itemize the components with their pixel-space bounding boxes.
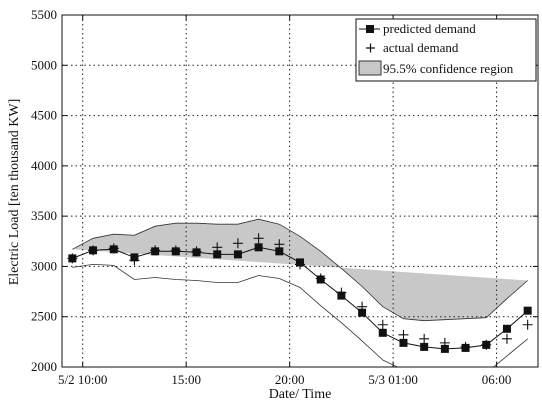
actual-series-layer: [67, 233, 533, 352]
predicted-point: [502, 324, 511, 333]
x-tick-label: 5/3 01:00: [368, 372, 417, 387]
actual-point: [439, 337, 450, 348]
actual-point: [67, 253, 78, 264]
actual-point: [336, 287, 347, 298]
actual-point: [150, 245, 161, 256]
actual-point: [88, 245, 99, 256]
x-tick-label: 20:00: [275, 372, 305, 387]
legend-actual-label: actual demand: [383, 40, 459, 55]
actual-point: [274, 239, 285, 250]
actual-point: [170, 245, 181, 256]
tick-layer: 2000 2500 3000 3500 4000 4500 5000 5500 5/2 10:0…: [31, 7, 538, 387]
actual-point: [253, 233, 264, 244]
legend-actual-marker: [366, 43, 375, 53]
y-tick-label: 5500: [31, 7, 57, 22]
actual-point: [315, 273, 326, 284]
actual-point: [212, 242, 223, 253]
predicted-point: [254, 243, 263, 252]
actual-point: [377, 319, 388, 330]
y-axis-title: Electric Load [ten thousand KW]: [7, 99, 22, 286]
legend: predicted demand actual demand 95.5% con…: [355, 18, 537, 82]
legend-predicted-marker: [366, 25, 374, 33]
predicted-point: [213, 250, 222, 259]
predicted-point: [378, 328, 387, 337]
predicted-point: [233, 250, 242, 259]
actual-point: [501, 333, 512, 344]
actual-point: [108, 243, 119, 254]
x-tick-label: 15:00: [171, 372, 201, 387]
actual-point: [232, 238, 243, 249]
confidence-band-layer: [72, 218, 528, 367]
x-tick-label: 06:00: [482, 372, 512, 387]
actual-point: [191, 246, 202, 257]
y-tick-label: 5000: [31, 57, 57, 72]
y-tick-label: 4000: [31, 158, 57, 173]
x-axis-title: Date/ Time: [269, 387, 332, 401]
predicted-point: [275, 247, 284, 256]
y-tick-label: 2500: [31, 309, 57, 324]
x-tick-label: 5/2 10:00: [58, 372, 107, 387]
confidence-band-lower-edge: [72, 263, 528, 367]
predicted-point: [399, 338, 408, 347]
actual-point: [460, 341, 471, 352]
y-tick-label: 3500: [31, 208, 57, 223]
confidence-band-upper-edge: [72, 218, 528, 322]
legend-band-swatch: [358, 60, 382, 76]
legend-predicted-label: predicted demand: [383, 21, 476, 36]
actual-point: [129, 255, 140, 266]
predicted-point: [358, 308, 367, 317]
predicted-point: [420, 342, 429, 351]
y-tick-label: 2000: [31, 359, 57, 374]
predicted-point: [440, 344, 449, 353]
plot-frame: [61, 14, 539, 368]
confidence-band: [72, 219, 528, 321]
actual-point: [419, 333, 430, 344]
actual-point: [398, 329, 409, 340]
actual-point: [295, 259, 305, 270]
actual-point: [357, 301, 368, 312]
actual-point: [522, 319, 533, 330]
predicted-point: [523, 306, 532, 315]
y-tick-label: 3000: [31, 258, 57, 273]
legend-band-label: 95.5% confidence region: [383, 61, 514, 76]
y-tick-label: 4500: [31, 108, 57, 123]
legend-box: [355, 18, 537, 82]
actual-point: [481, 339, 492, 350]
